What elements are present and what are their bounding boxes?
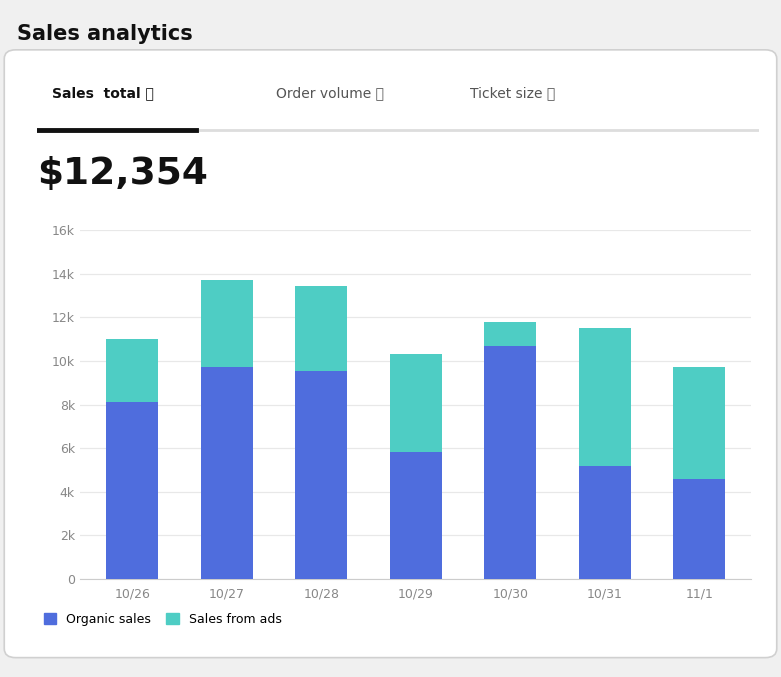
Bar <box>295 286 348 371</box>
Bar <box>484 322 537 346</box>
Bar <box>106 339 159 402</box>
Bar <box>390 354 442 452</box>
Text: Ticket size ⓘ: Ticket size ⓘ <box>470 87 556 101</box>
Legend: Organic sales, Sales from ads: Organic sales, Sales from ads <box>44 613 281 626</box>
Text: Order volume ⓘ: Order volume ⓘ <box>276 87 383 101</box>
Bar <box>106 402 159 579</box>
Bar <box>673 479 726 579</box>
FancyBboxPatch shape <box>4 50 777 657</box>
Bar <box>579 328 631 466</box>
Bar <box>201 368 253 579</box>
Bar <box>390 452 442 579</box>
Bar <box>673 368 726 479</box>
Bar <box>201 280 253 368</box>
Bar <box>295 371 348 579</box>
Bar <box>484 346 537 579</box>
Text: Sales  total ⓘ: Sales total ⓘ <box>52 87 154 101</box>
Text: $12,354: $12,354 <box>37 156 209 192</box>
Bar <box>579 466 631 579</box>
Text: Sales analytics: Sales analytics <box>17 24 193 44</box>
